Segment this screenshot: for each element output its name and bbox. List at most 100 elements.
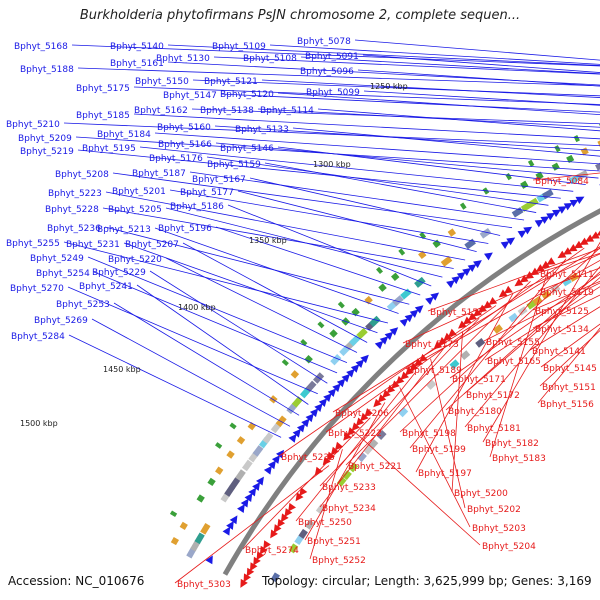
forward-gene-label[interactable]: Bphyt_5236 [47, 224, 101, 234]
forward-gene-label[interactable]: Bphyt_5213 [97, 225, 151, 235]
forward-gene-label[interactable]: Bphyt_5160 [157, 123, 211, 133]
forward-gene-label[interactable]: Bphyt_5210 [6, 120, 60, 130]
forward-gene-label[interactable]: Bphyt_5147 [163, 91, 217, 101]
forward-gene-label[interactable]: Bphyt_5270 [10, 284, 64, 294]
reverse-gene-label[interactable]: Bphyt_5274 [245, 546, 299, 556]
reverse-gene-label[interactable]: Bphyt_5235 [281, 453, 335, 463]
forward-gene-label[interactable]: Bphyt_5146 [220, 144, 274, 154]
reverse-gene-label[interactable]: Bphyt_5084 [535, 177, 589, 187]
forward-gene-label[interactable]: Bphyt_5223 [48, 189, 102, 199]
reverse-gene-label[interactable]: Bphyt_5180 [448, 407, 502, 417]
reverse-gene-label[interactable]: Bphyt_5165 [487, 357, 541, 367]
feature-tile [300, 338, 308, 347]
forward-gene-label[interactable]: Bphyt_5130 [156, 54, 210, 64]
forward-gene-label[interactable]: Bphyt_5269 [34, 316, 88, 326]
forward-gene-label[interactable]: Bphyt_5175 [76, 84, 130, 94]
reverse-gene-label[interactable]: Bphyt_5204 [482, 542, 536, 552]
forward-gene-label[interactable]: Bphyt_5177 [180, 188, 234, 198]
forward-gene-label[interactable]: Bphyt_5209 [18, 134, 72, 144]
reverse-gene-label[interactable]: Bphyt_5303 [177, 580, 231, 590]
reverse-gene-label[interactable]: Bphyt_5157 [430, 308, 484, 318]
feature-tile [475, 338, 486, 348]
reverse-gene-label[interactable]: Bphyt_5151 [542, 383, 596, 393]
reverse-gene-label[interactable]: Bphyt_5181 [467, 424, 521, 434]
forward-gene-label[interactable]: Bphyt_5133 [235, 125, 289, 135]
reverse-gene-label[interactable]: Bphyt_5171 [452, 375, 506, 385]
feature-tile [169, 510, 178, 518]
forward-gene-label[interactable]: Bphyt_5140 [110, 42, 164, 52]
forward-gene-label[interactable]: Bphyt_5208 [55, 170, 109, 180]
reverse-gene-label[interactable]: Bphyt_5172 [466, 391, 520, 401]
reverse-gene-label[interactable]: Bphyt_5251 [307, 537, 361, 547]
forward-gene-label[interactable]: Bphyt_5120 [220, 90, 274, 100]
forward-gene-arrow [205, 555, 213, 565]
forward-gene-label[interactable]: Bphyt_5255 [6, 239, 60, 249]
forward-gene-label[interactable]: Bphyt_5231 [66, 240, 120, 250]
forward-gene-label[interactable]: Bphyt_5162 [134, 106, 188, 116]
reverse-gene-label[interactable]: Bphyt_5197 [418, 469, 472, 479]
reverse-gene-label[interactable]: Bphyt_5234 [322, 504, 376, 514]
reverse-gene-label[interactable]: Bphyt_5155 [486, 338, 540, 348]
reverse-gene-label[interactable]: Bphyt_5203 [472, 524, 526, 534]
forward-gene-label[interactable]: Bphyt_5186 [170, 202, 224, 212]
reverse-gene-label[interactable]: Bphyt_5250 [298, 518, 352, 528]
leader-line [319, 344, 447, 508]
forward-gene-label[interactable]: Bphyt_5241 [79, 282, 133, 292]
forward-gene-label[interactable]: Bphyt_5188 [20, 65, 74, 75]
forward-gene-label[interactable]: Bphyt_5099 [306, 88, 360, 98]
forward-gene-label[interactable]: Bphyt_5176 [149, 154, 203, 164]
reverse-gene-label[interactable]: Bphyt_5182 [485, 439, 539, 449]
forward-gene-label[interactable]: Bphyt_5207 [125, 240, 179, 250]
reverse-gene-label[interactable]: Bphyt_5199 [412, 445, 466, 455]
reverse-gene-label[interactable]: Bphyt_5145 [543, 364, 597, 374]
reverse-gene-label[interactable]: Bphyt_5183 [492, 454, 546, 464]
reverse-gene-label[interactable]: Bphyt_5221 [348, 462, 402, 472]
forward-gene-label[interactable]: Bphyt_5253 [56, 300, 110, 310]
reverse-gene-label[interactable]: Bphyt_5202 [467, 505, 521, 515]
forward-gene-label[interactable]: Bphyt_5196 [158, 224, 212, 234]
forward-gene-label[interactable]: Bphyt_5168 [14, 42, 68, 52]
forward-gene-label[interactable]: Bphyt_5150 [135, 77, 189, 87]
reverse-gene-label[interactable]: Bphyt_5222 [328, 429, 382, 439]
forward-gene-label[interactable]: Bphyt_5166 [158, 140, 212, 150]
forward-gene-label[interactable]: Bphyt_5159 [207, 160, 261, 170]
reverse-gene-label[interactable]: Bphyt_5141 [532, 347, 586, 357]
forward-gene-label[interactable]: Bphyt_5167 [192, 175, 246, 185]
reverse-gene-label[interactable]: Bphyt_5200 [454, 489, 508, 499]
forward-gene-label[interactable]: Bphyt_5138 [200, 106, 254, 116]
forward-gene-label[interactable]: Bphyt_5220 [108, 255, 162, 265]
forward-gene-label[interactable]: Bphyt_5195 [82, 144, 136, 154]
reverse-gene-label[interactable]: Bphyt_5206 [335, 409, 389, 419]
reverse-gene-label[interactable]: Bphyt_5173 [405, 340, 459, 350]
reverse-gene-label[interactable]: Bphyt_5189 [408, 366, 462, 376]
reverse-gene-label[interactable]: Bphyt_5198 [402, 429, 456, 439]
forward-gene-label[interactable]: Bphyt_5121 [204, 77, 258, 87]
forward-gene-label[interactable]: Bphyt_5109 [212, 42, 266, 52]
forward-gene-label[interactable]: Bphyt_5184 [97, 130, 151, 140]
reverse-gene-arrow [322, 456, 331, 466]
forward-gene-label[interactable]: Bphyt_5108 [243, 54, 297, 64]
forward-gene-label[interactable]: Bphyt_5254 [36, 269, 90, 279]
reverse-gene-label[interactable]: Bphyt_5125 [535, 307, 589, 317]
forward-gene-label[interactable]: Bphyt_5284 [11, 332, 65, 342]
reverse-gene-label[interactable]: Bphyt_5134 [535, 325, 589, 335]
forward-gene-label[interactable]: Bphyt_5205 [108, 205, 162, 215]
reverse-gene-label[interactable]: Bphyt_5252 [312, 556, 366, 566]
reverse-gene-label[interactable]: Bphyt_5119 [540, 288, 594, 298]
forward-gene-label[interactable]: Bphyt_5161 [110, 59, 164, 69]
reverse-gene-label[interactable]: Bphyt_5156 [540, 400, 594, 410]
gene-labels[interactable]: Bphyt_5168 Bphyt_5140 Bphyt_5109 Bphyt_5078… [6, 37, 597, 590]
forward-gene-label[interactable]: Bphyt_5201 [112, 187, 166, 197]
forward-gene-label[interactable]: Bphyt_5114 [260, 106, 314, 116]
reverse-gene-label[interactable]: Bphyt_5111 [540, 270, 594, 280]
forward-gene-label[interactable]: Bphyt_5229 [92, 268, 146, 278]
forward-gene-label[interactable]: Bphyt_5078 [297, 37, 351, 47]
forward-gene-label[interactable]: Bphyt_5249 [30, 254, 84, 264]
reverse-gene-label[interactable]: Bphyt_5233 [322, 483, 376, 493]
forward-gene-label[interactable]: Bphyt_5091 [305, 52, 359, 62]
forward-gene-label[interactable]: Bphyt_5185 [76, 111, 130, 121]
forward-gene-label[interactable]: Bphyt_5187 [132, 169, 186, 179]
forward-gene-label[interactable]: Bphyt_5219 [20, 147, 74, 157]
forward-gene-label[interactable]: Bphyt_5228 [45, 205, 99, 215]
forward-gene-label[interactable]: Bphyt_5096 [300, 67, 354, 77]
